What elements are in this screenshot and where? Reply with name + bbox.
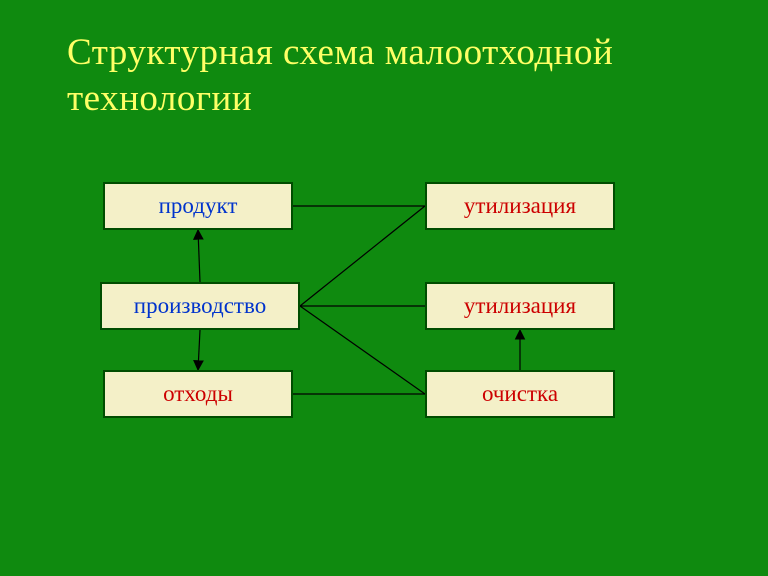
edge (300, 306, 425, 394)
node-util-top: утилизация (425, 182, 615, 230)
node-product: продукт (103, 182, 293, 230)
edge (198, 230, 200, 282)
edge (300, 206, 425, 306)
node-production: производство (100, 282, 300, 330)
node-waste: отходы (103, 370, 293, 418)
edge (198, 330, 200, 370)
slide: Структурная схема малоотходной технологи… (0, 0, 768, 576)
slide-title: Структурная схема малоотходной технологи… (67, 30, 707, 123)
node-util-mid: утилизация (425, 282, 615, 330)
node-cleanup: очистка (425, 370, 615, 418)
